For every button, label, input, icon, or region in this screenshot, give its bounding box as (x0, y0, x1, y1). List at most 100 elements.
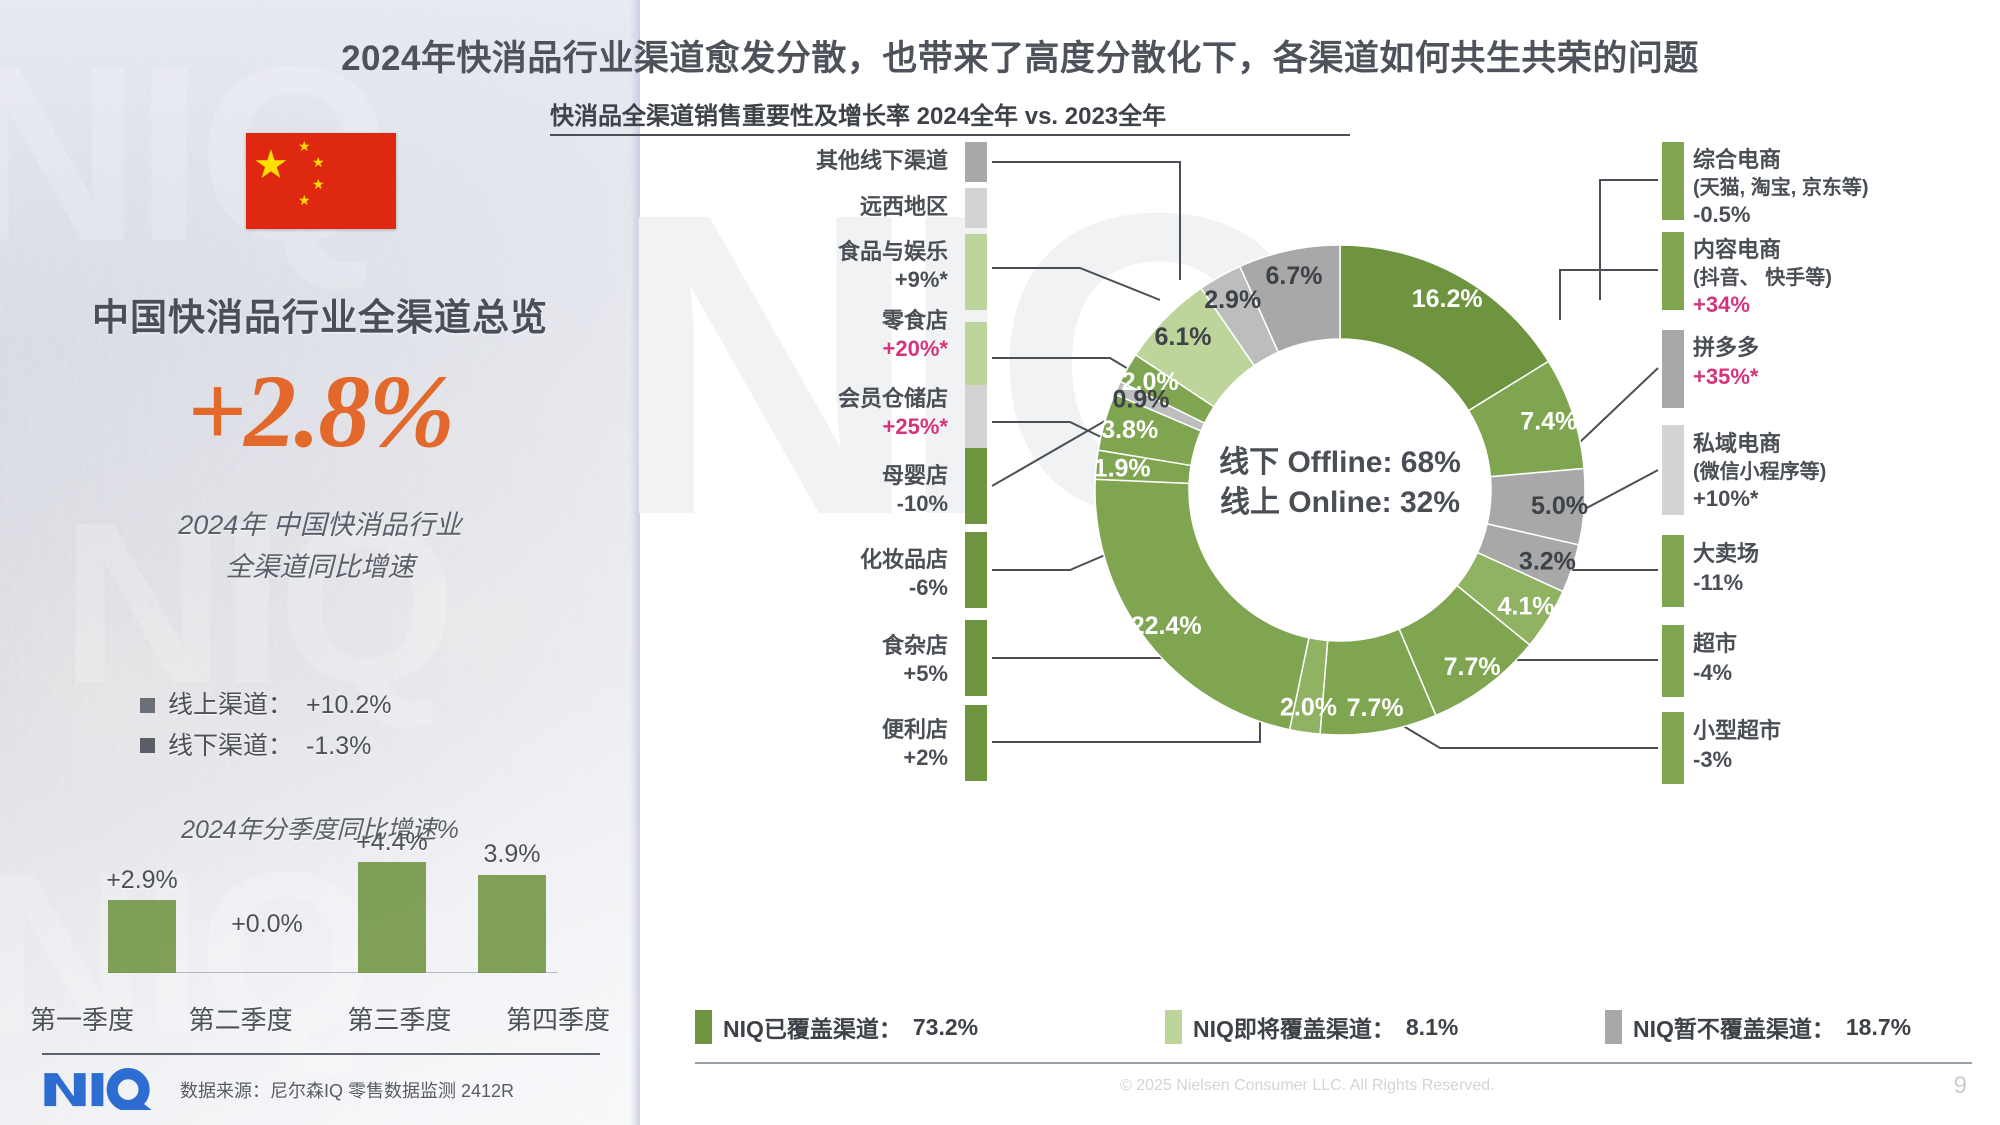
channel-offline-value: -1.3% (306, 731, 372, 760)
label-name: 综合电商 (1693, 147, 1782, 172)
donut-segment-value: 5.0% (1531, 492, 1588, 520)
label-name: 零食店 (881, 308, 948, 333)
label-growth: -6% (908, 575, 948, 601)
donut-segment-value: 3.8% (1101, 416, 1158, 444)
label-growth: +2% (903, 745, 948, 771)
bar-group-q1: +2.9% (106, 866, 178, 973)
label-sub: (天猫, 淘宝, 京东等) (1693, 176, 1869, 199)
china-flag-icon: ★ ★ ★ ★ ★ (246, 133, 396, 229)
list-item: 线上渠道： +10.2% (140, 685, 392, 726)
bar-q3 (358, 862, 426, 973)
label-growth: +10%* (1693, 485, 1759, 511)
label-name: 化妆品店 (859, 547, 948, 572)
bar-chart-axis (108, 972, 558, 973)
label-membership-warehouse: 会员仓储店 +25%* (838, 385, 948, 441)
donut-value-labels: 16.2% 7.4% 5.0% 3.2% 4.1% 7.7% 7.7% 2.0% 22.4% 1.… (1094, 262, 1588, 722)
bar-value-q3: +4.4% (356, 828, 428, 856)
label-name: 会员仓储店 (837, 386, 948, 411)
donut-segment-value: 6.7% (1266, 262, 1323, 290)
marker-comprehensive-ecommerce (1662, 142, 1684, 220)
flag-star-small: ★ (298, 138, 311, 154)
label-name: 私域电商 (1693, 431, 1782, 456)
caption-line-2: 全渠道同比增速 (225, 551, 415, 582)
page-number: 9 (1953, 1072, 1967, 1099)
footer-divider (42, 1053, 600, 1055)
label-growth: +35%* (1693, 363, 1759, 389)
label-hypermarket: 大卖场 -11% (1693, 540, 1759, 597)
marker-private-domain-ecommerce (1662, 425, 1684, 515)
label-food-entertainment: 食品与娱乐 +9%* (838, 238, 948, 294)
label-name: 食杂店 (881, 633, 948, 658)
donut-segment-value: 16.2% (1412, 285, 1483, 313)
list-item: 线下渠道： -1.3% (140, 726, 392, 767)
data-source-note: 数据来源：尼尔森IQ 零售数据监测 2412R (180, 1081, 515, 1101)
label-name: 拼多多 (1693, 335, 1760, 360)
axis-label-q1: 第一季度 (30, 1005, 135, 1035)
label-growth: +34% (1693, 291, 1750, 317)
main-chart-panel: NIQ 2024年快消品行业渠道愈发分散，也带来了高度分散化下，各渠道如何共生共… (341, 0, 2000, 1125)
label-name: 远西地区 (859, 194, 948, 219)
legend-label: NIQ已覆盖渠道： (723, 1016, 902, 1042)
marker-snack-store (965, 322, 987, 398)
donut-hole (1189, 339, 1491, 641)
label-growth: -0.5% (1693, 201, 1751, 227)
donut-segment-value: 7.7% (1347, 694, 1404, 722)
donut-center-online: 线上 Online: 32% (1220, 486, 1460, 519)
label-sub: (抖音、 快手等) (1693, 266, 1832, 289)
niq-logo (44, 1068, 152, 1110)
channel-growth-list: 线上渠道： +10.2% 线下渠道： -1.3% (140, 685, 392, 766)
chart-legend: NIQ已覆盖渠道： 73.2% NIQ即将覆盖渠道： 8.1% NIQ暂不覆盖渠… (695, 1010, 1975, 1044)
donut-segment-value: 2.0% (1280, 694, 1337, 722)
flag-star-small: ★ (298, 192, 311, 208)
marker-content-ecommerce (1662, 232, 1684, 310)
donut-segment-value: 4.1% (1498, 593, 1555, 621)
marker-cosmetics-store (965, 532, 987, 608)
label-growth: +25%* (882, 414, 948, 440)
marker-mini-supermarket (1662, 712, 1684, 784)
left-overview-panel: NIQ NIQ NIQ ★ ★ ★ ★ ★ 中国快消品行业全渠道总览 +2.8%… (0, 0, 640, 1125)
quarterly-bar-chart: +2.9% +0.0% +4.4% 3.9% (60, 828, 580, 995)
marker-other-offline (965, 142, 987, 182)
legend-value: 18.7% (1845, 1013, 1912, 1040)
donut-segment-value: 22.4% (1131, 612, 1202, 640)
caption-line-1: 2024年 中国快消品行业 (178, 510, 462, 540)
label-growth: -11% (1693, 569, 1744, 595)
label-name: 超市 (1693, 631, 1738, 656)
donut-segment-value: 2.0% (1122, 368, 1179, 396)
label-snack-store: 零食店 +20%* (882, 307, 948, 363)
legend-swatch-icon (695, 1010, 712, 1044)
label-name: 母婴店 (881, 463, 948, 488)
marker-food-entertainment (965, 234, 987, 310)
donut-segment-value: 0.9% (1112, 386, 1169, 414)
legend-value: 8.1% (1405, 1013, 1459, 1040)
bar-value-q4: 3.9% (483, 840, 541, 868)
donut-segment-value: 6.1% (1154, 323, 1211, 351)
footer-divider (695, 1062, 1972, 1064)
bar-q4 (478, 875, 546, 973)
label-growth: -10% (896, 491, 948, 517)
label-cosmetics-store: 化妆品店 -6% (860, 546, 948, 602)
watermark-niq: NIQ (0, 824, 377, 1081)
donut-segment-value: 7.4% (1520, 408, 1577, 436)
bullet-square-icon (140, 697, 155, 713)
bar-value-q2: +0.0% (231, 910, 303, 938)
label-content-ecommerce: 内容电商 (抖音、 快手等) +34% (1693, 236, 1832, 319)
bar-group-q4: 3.9% (478, 840, 546, 973)
label-maternity-store: 母婴店 -10% (882, 462, 948, 518)
donut-chart: 16.2% 7.4% 5.0% 3.2% 4.1% 7.7% 7.7% 2.0% 22.4% 1.… (991, 161, 1659, 749)
legend-value: 73.2% (912, 1013, 979, 1040)
watermark-niq: NIQ (60, 474, 457, 731)
label-name: 便利店 (881, 717, 948, 742)
axis-label-q2: 第二季度 (188, 1005, 293, 1035)
bullet-square-icon (140, 738, 155, 754)
label-far-west: 远西地区 (860, 193, 948, 221)
label-name: 大卖场 (1693, 541, 1760, 566)
copyright-text: © 2025 Nielsen Consumer LLC. All Rights … (1120, 1077, 1495, 1094)
label-name: 内容电商 (1693, 237, 1782, 262)
panel-edge-shadow (630, 0, 640, 1125)
marker-pinduoduo (1662, 330, 1684, 408)
label-name: 食品与娱乐 (837, 239, 948, 264)
bar-value-q1: +2.9% (106, 866, 178, 894)
donut-segment-value: 3.2% (1519, 547, 1576, 575)
headline-metric: +2.8% (187, 354, 455, 469)
